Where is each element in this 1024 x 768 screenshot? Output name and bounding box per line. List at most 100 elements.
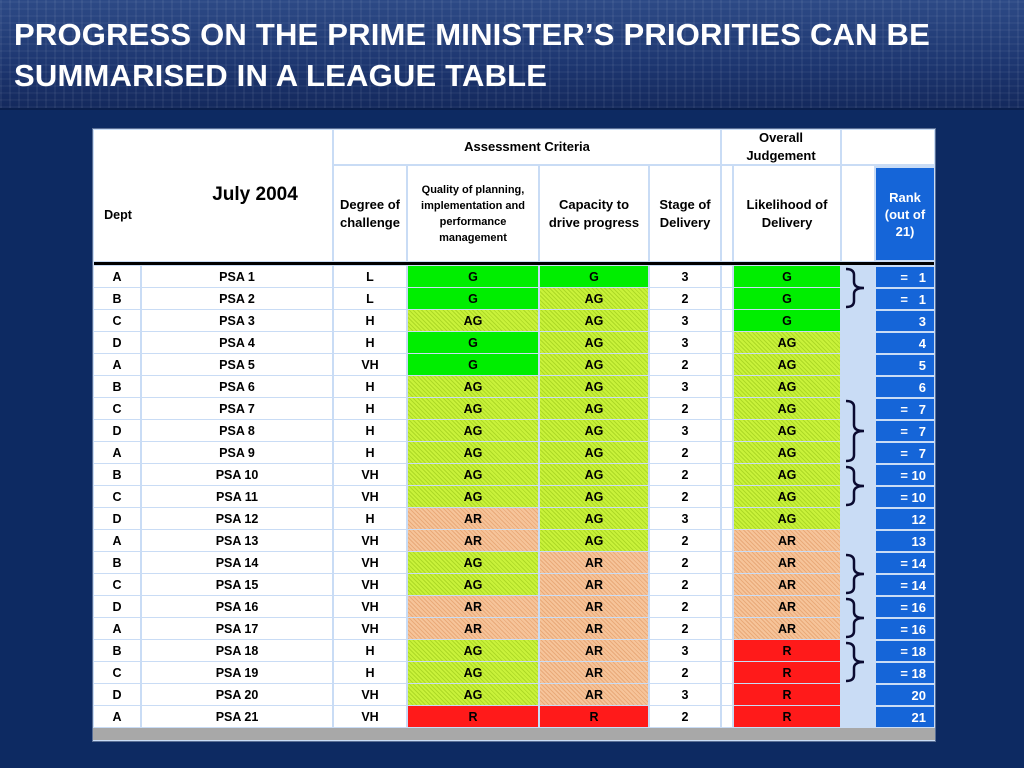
stage-cell: 2 — [650, 574, 720, 595]
dept-cell: A — [94, 442, 140, 463]
psa-cell: PSA 13 — [142, 530, 332, 551]
stage-cell: 2 — [650, 288, 720, 309]
psa-cell: PSA 16 — [142, 596, 332, 617]
psa-cell: PSA 9 — [142, 442, 332, 463]
psa-cell: PSA 2 — [142, 288, 332, 309]
dept-cell: B — [94, 376, 140, 397]
challenge-cell: VH — [334, 552, 406, 573]
dept-cell: B — [94, 288, 140, 309]
rank-cell: = 18 — [876, 663, 934, 683]
capacity-cell: AG — [540, 464, 648, 485]
period-label: July 2004 — [212, 184, 298, 205]
quality-cell: R — [408, 706, 538, 727]
likelihood-cell: AG — [734, 486, 840, 507]
capacity-cell: AG — [540, 530, 648, 551]
challenge-cell: H — [334, 420, 406, 441]
spacer-cell — [722, 332, 732, 353]
table-footer-bar — [93, 728, 935, 740]
spacer-cell — [722, 354, 732, 375]
psa-cell: PSA 7 — [142, 398, 332, 419]
challenge-cell: VH — [334, 486, 406, 507]
likelihood-cell: AG — [734, 332, 840, 353]
likelihood-cell: G — [734, 266, 840, 287]
quality-cell: AG — [408, 640, 538, 661]
challenge-cell: VH — [334, 596, 406, 617]
capacity-cell: AR — [540, 640, 648, 661]
rank-cell: = 10 — [876, 487, 934, 507]
col-quality-of-planning: Quality of planning, implementation and … — [408, 166, 538, 261]
quality-cell: AG — [408, 442, 538, 463]
rank-cell: 4 — [876, 333, 934, 353]
capacity-cell: AG — [540, 332, 648, 353]
quality-cell: AR — [408, 596, 538, 617]
likelihood-cell: AG — [734, 398, 840, 419]
rank-cell: = 7 — [876, 443, 934, 463]
psa-cell: PSA 11 — [142, 486, 332, 507]
likelihood-cell: R — [734, 662, 840, 683]
likelihood-cell: AG — [734, 464, 840, 485]
challenge-cell: H — [334, 442, 406, 463]
rank-cell: 13 — [876, 531, 934, 551]
header-rule — [94, 262, 934, 265]
stage-cell: 3 — [650, 376, 720, 397]
dept-cell: A — [94, 530, 140, 551]
spacer-cell — [722, 552, 732, 573]
capacity-cell: AG — [540, 354, 648, 375]
rank-cell: = 1 — [876, 289, 934, 309]
spacer-header-cell — [722, 166, 732, 261]
stage-cell: 3 — [650, 508, 720, 529]
dept-cell: D — [94, 508, 140, 529]
spacer-cell — [722, 596, 732, 617]
stage-cell: 3 — [650, 640, 720, 661]
challenge-cell: VH — [334, 684, 406, 705]
spacer-cell — [722, 640, 732, 661]
likelihood-cell: G — [734, 310, 840, 331]
dept-cell: D — [94, 684, 140, 705]
col-stage-of-delivery: Stage of Delivery — [650, 166, 720, 261]
stage-cell: 2 — [650, 618, 720, 639]
dept-header: Dept — [104, 208, 132, 222]
psa-cell: PSA 3 — [142, 310, 332, 331]
tie-bracket — [845, 399, 865, 463]
rank-cell: = 1 — [876, 267, 934, 287]
quality-cell: AG — [408, 420, 538, 441]
stage-cell: 2 — [650, 530, 720, 551]
spacer-cell — [722, 464, 732, 485]
stage-cell: 3 — [650, 310, 720, 331]
challenge-cell: L — [334, 266, 406, 287]
rank-cell: = 16 — [876, 619, 934, 639]
quality-cell: AG — [408, 574, 538, 595]
tie-bracket — [845, 597, 865, 639]
likelihood-cell: AG — [734, 376, 840, 397]
capacity-cell: AG — [540, 420, 648, 441]
col-degree-of-challenge: Degree of challenge — [334, 166, 406, 261]
spacer-cell — [722, 574, 732, 595]
challenge-cell: H — [334, 662, 406, 683]
dept-cell: D — [94, 596, 140, 617]
psa-cell: PSA 17 — [142, 618, 332, 639]
dept-cell: A — [94, 706, 140, 727]
spacer-cell — [722, 662, 732, 683]
capacity-cell: AR — [540, 596, 648, 617]
likelihood-cell: AR — [734, 618, 840, 639]
capacity-cell: AR — [540, 552, 648, 573]
quality-cell: AG — [408, 486, 538, 507]
dept-cell: C — [94, 398, 140, 419]
rank-cell: = 14 — [876, 553, 934, 573]
stage-cell: 3 — [650, 684, 720, 705]
rank-cell: = 10 — [876, 465, 934, 485]
likelihood-cell: R — [734, 640, 840, 661]
rank-cell: = 7 — [876, 399, 934, 419]
stage-cell: 2 — [650, 354, 720, 375]
likelihood-cell: AR — [734, 530, 840, 551]
tie-bracket — [845, 465, 865, 507]
challenge-cell: VH — [334, 530, 406, 551]
tie-bracket — [845, 641, 865, 683]
quality-cell: AG — [408, 376, 538, 397]
dept-cell: D — [94, 420, 140, 441]
stage-cell: 2 — [650, 486, 720, 507]
stage-cell: 2 — [650, 398, 720, 419]
psa-cell: PSA 8 — [142, 420, 332, 441]
quality-cell: AR — [408, 530, 538, 551]
tie-bracket — [845, 267, 865, 309]
